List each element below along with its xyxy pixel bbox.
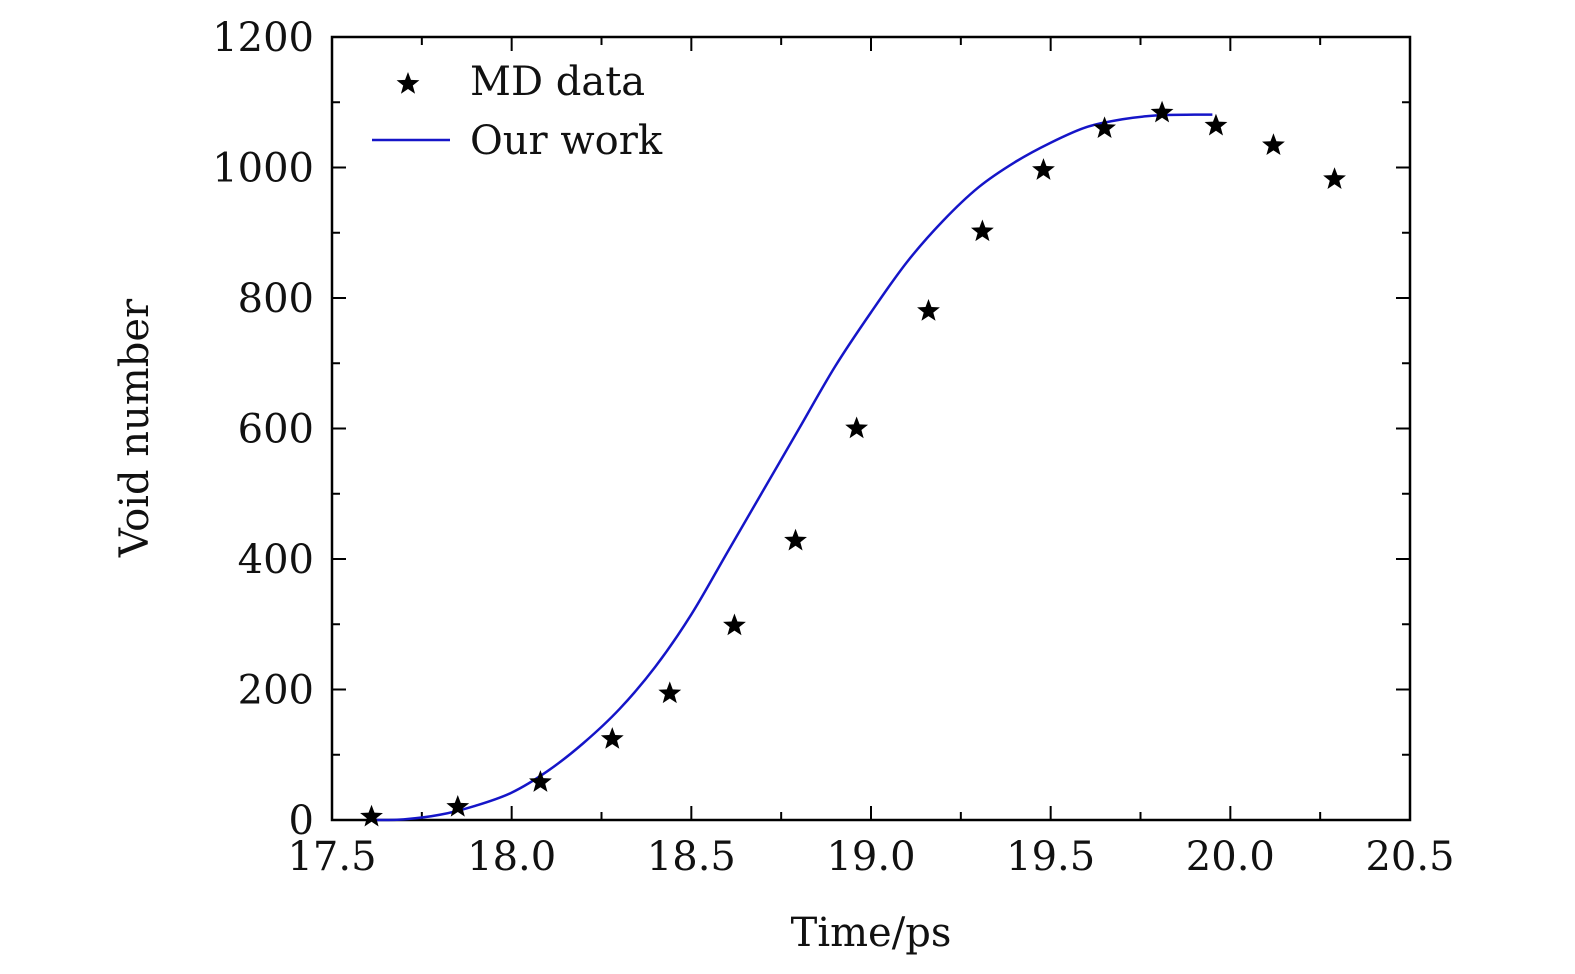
y-tick-label: 1000 — [212, 146, 314, 192]
md-data-point — [360, 804, 383, 827]
md-data-point — [1032, 158, 1055, 180]
md-data-point — [970, 219, 994, 242]
y-axis-ticks: 0 200 400 600 800 1000 1200 — [212, 15, 1410, 844]
x-tick-label: 17.5 — [287, 834, 376, 880]
legend-label-md-data: MD data — [470, 59, 645, 105]
md-data-point — [600, 727, 624, 749]
y-tick-label: 400 — [238, 537, 314, 583]
x-tick-label: 18.0 — [467, 834, 556, 880]
legend-star-marker — [396, 72, 420, 94]
md-data-point — [1323, 167, 1346, 189]
md-data-point — [658, 681, 682, 704]
y-axis-label: Void number — [112, 298, 158, 558]
md-data-point — [845, 416, 869, 439]
y-tick-label: 600 — [238, 407, 314, 453]
x-tick-label: 19.0 — [826, 834, 915, 880]
x-tick-label: 20.0 — [1186, 834, 1275, 880]
legend-star-icon — [396, 72, 420, 94]
x-axis-ticks: 17.5 18.0 18.5 19.0 19.5 20.0 20.5 — [287, 37, 1455, 880]
md-data-point — [917, 299, 940, 321]
md-data-point — [529, 770, 552, 792]
legend-label-our-work: Our work — [470, 118, 663, 164]
y-tick-label: 0 — [289, 798, 314, 844]
series-md-data — [360, 100, 1346, 827]
md-data-point — [446, 794, 470, 817]
our-work-curve — [375, 113, 1213, 822]
x-tick-label: 18.5 — [647, 834, 736, 880]
x-tick-label: 20.5 — [1365, 834, 1454, 880]
md-data-point — [1093, 116, 1116, 139]
y-tick-label: 1200 — [212, 15, 314, 61]
md-data-point — [1204, 113, 1228, 136]
y-tick-label: 800 — [238, 276, 314, 322]
y-tick-label: 200 — [238, 668, 314, 714]
md-data-point — [1150, 100, 1174, 123]
x-tick-label: 19.5 — [1006, 834, 1095, 880]
legend: MD data Our work — [372, 59, 663, 164]
md-data-point — [784, 528, 807, 551]
x-axis-label: Time/ps — [791, 910, 952, 956]
md-data-point — [1262, 133, 1285, 156]
series-our-work — [375, 113, 1213, 822]
md-data-point — [723, 613, 746, 636]
